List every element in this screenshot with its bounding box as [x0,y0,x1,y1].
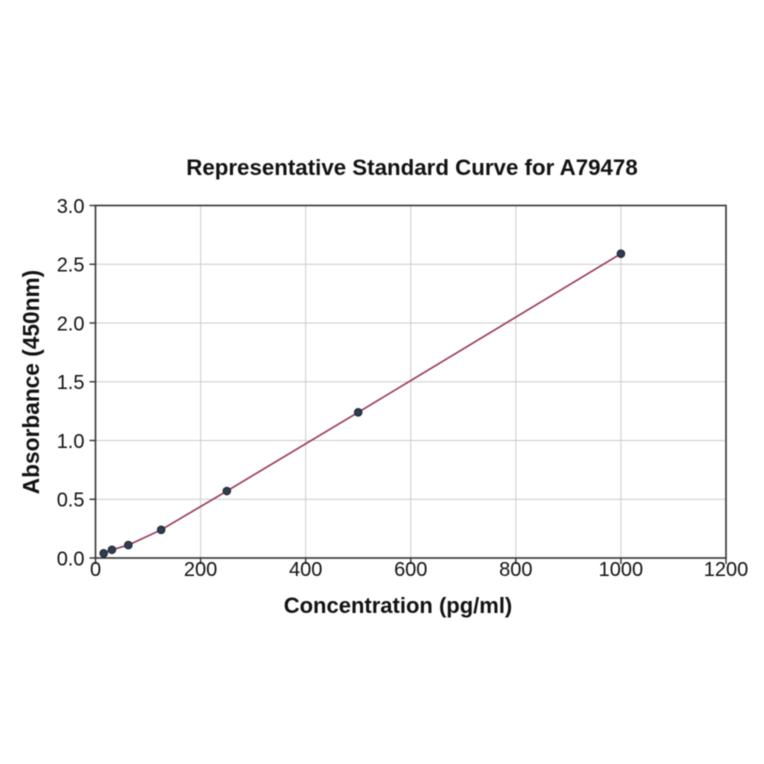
svg-text:200: 200 [184,559,217,581]
svg-text:2.5: 2.5 [57,255,85,277]
svg-text:3.0: 3.0 [57,196,85,218]
svg-text:2.0: 2.0 [57,313,85,335]
svg-text:1.0: 1.0 [57,431,85,453]
svg-text:0.5: 0.5 [57,490,85,512]
svg-text:400: 400 [289,559,322,581]
svg-text:600: 600 [394,559,427,581]
svg-text:1.5: 1.5 [57,372,85,394]
svg-text:Concentration (pg/ml): Concentration (pg/ml) [284,593,513,618]
svg-text:1200: 1200 [704,559,749,581]
svg-text:Absorbance (450nm): Absorbance (450nm) [18,270,44,494]
svg-text:0: 0 [90,559,101,581]
svg-text:0.0: 0.0 [57,548,85,570]
svg-text:800: 800 [499,559,532,581]
svg-text:Representative Standard Curve: Representative Standard Curve for A79478 [186,155,637,180]
svg-text:1000: 1000 [599,559,644,581]
